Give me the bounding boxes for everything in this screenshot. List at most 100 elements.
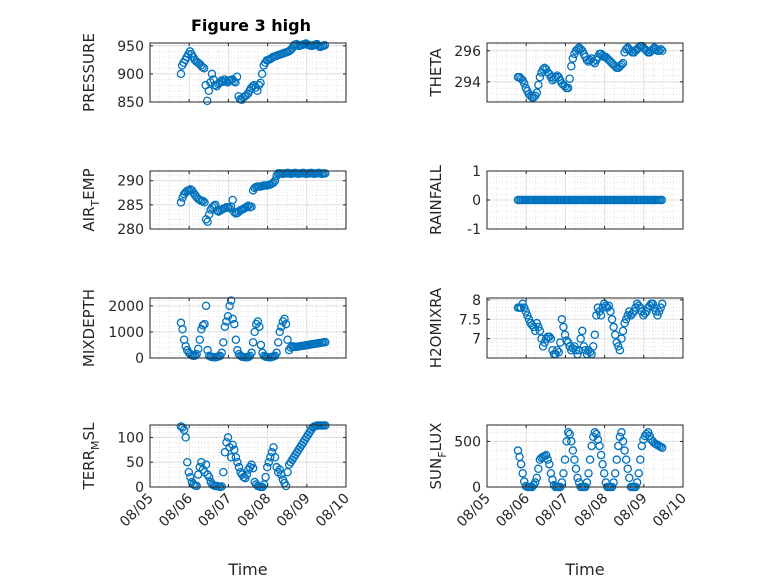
data-point [657,46,667,56]
data-point [226,452,236,462]
y-axis-label: TERRMSL [80,422,102,491]
data-point [220,322,230,331]
data-point [269,443,278,452]
data-point [653,311,662,320]
data-point [195,335,205,344]
y-tick-label: 2000 [108,299,144,315]
data-point [657,443,667,453]
data-point [233,457,242,467]
data-point [230,319,239,329]
y-tick-label: 100 [117,430,144,446]
data-point [254,80,264,90]
figure-title: Figure 3 high [191,16,311,35]
data-point [567,437,576,446]
data-point [226,296,236,305]
data-point [534,80,543,90]
y-tick-label: 0 [135,480,144,496]
data-point [657,195,667,205]
data-point [545,332,554,341]
data-point [228,195,237,205]
y-axis-label: SUNFLUX [427,423,449,490]
data-point [657,299,667,309]
data-point [207,69,217,79]
data-point [231,78,240,87]
data-point [242,202,252,212]
data-point [176,198,186,207]
data-point [320,169,330,178]
data-point [578,326,587,336]
data-point [568,446,578,455]
data-point [532,88,542,97]
y-tick-label: 850 [117,95,144,111]
data-point [256,340,266,350]
data-point [192,481,201,491]
data-point [545,459,554,469]
data-point [559,469,568,478]
data-point [256,78,265,88]
data-point [281,319,291,329]
data-point [612,455,622,464]
x-tick-label: 08/09 [274,491,314,531]
data-point [200,198,209,207]
data-point [247,202,256,212]
y-axis-label: RAINFALL [427,164,445,235]
data-point [543,455,553,464]
data-point [516,459,526,469]
data-point [223,202,233,212]
data-point [595,441,604,451]
data-point [656,303,665,312]
y-tick-label: 7 [472,332,481,348]
data-point [623,311,632,320]
data-point [567,62,576,71]
x-tick-label: 08/07 [532,491,572,531]
data-point [255,322,264,331]
x-axis-label: Time [227,560,267,579]
y-tick-label: 0 [472,193,481,209]
data-point [202,96,212,106]
data-point [203,345,212,355]
data-point [604,301,614,310]
data-point [576,334,585,343]
data-point [563,428,573,437]
axes-box [149,297,347,359]
data-point [193,344,203,354]
data-point [654,46,664,56]
data-point [570,455,579,464]
data-point [280,314,289,324]
y-tick-label: 296 [454,44,481,60]
data-point [199,64,209,73]
data-point [534,464,543,474]
data-point [609,322,618,332]
data-point [228,314,237,324]
data-point [211,200,220,210]
y-tick-label: 8 [472,293,481,309]
data-point [273,338,283,347]
data-point [618,326,628,336]
data-point [231,335,241,344]
data-point [546,334,556,343]
data-point [559,322,568,332]
data-point [248,463,258,473]
data-point [209,75,218,84]
data-point [320,40,330,50]
data-point [201,460,211,469]
y-tick-label: 0 [135,351,144,367]
x-tick-label: 08/05 [454,491,494,531]
y-axis-label: AIRTEMP [80,168,102,231]
data-point [560,455,570,464]
data-point [242,470,252,479]
data-point [557,478,567,487]
subplot-6: 7 7.5 8 H2OMIXRA [427,287,684,368]
data-point [554,347,563,357]
data-point [568,54,578,63]
data-point [648,299,658,309]
data-point [532,473,542,483]
data-point [618,437,628,446]
data-point [532,318,542,328]
x-tick-label: 08/08 [572,491,612,531]
subplot-2: 294 296 THETA [427,41,684,103]
data-point [590,330,600,340]
data-point [534,322,543,332]
data-point [190,351,200,360]
